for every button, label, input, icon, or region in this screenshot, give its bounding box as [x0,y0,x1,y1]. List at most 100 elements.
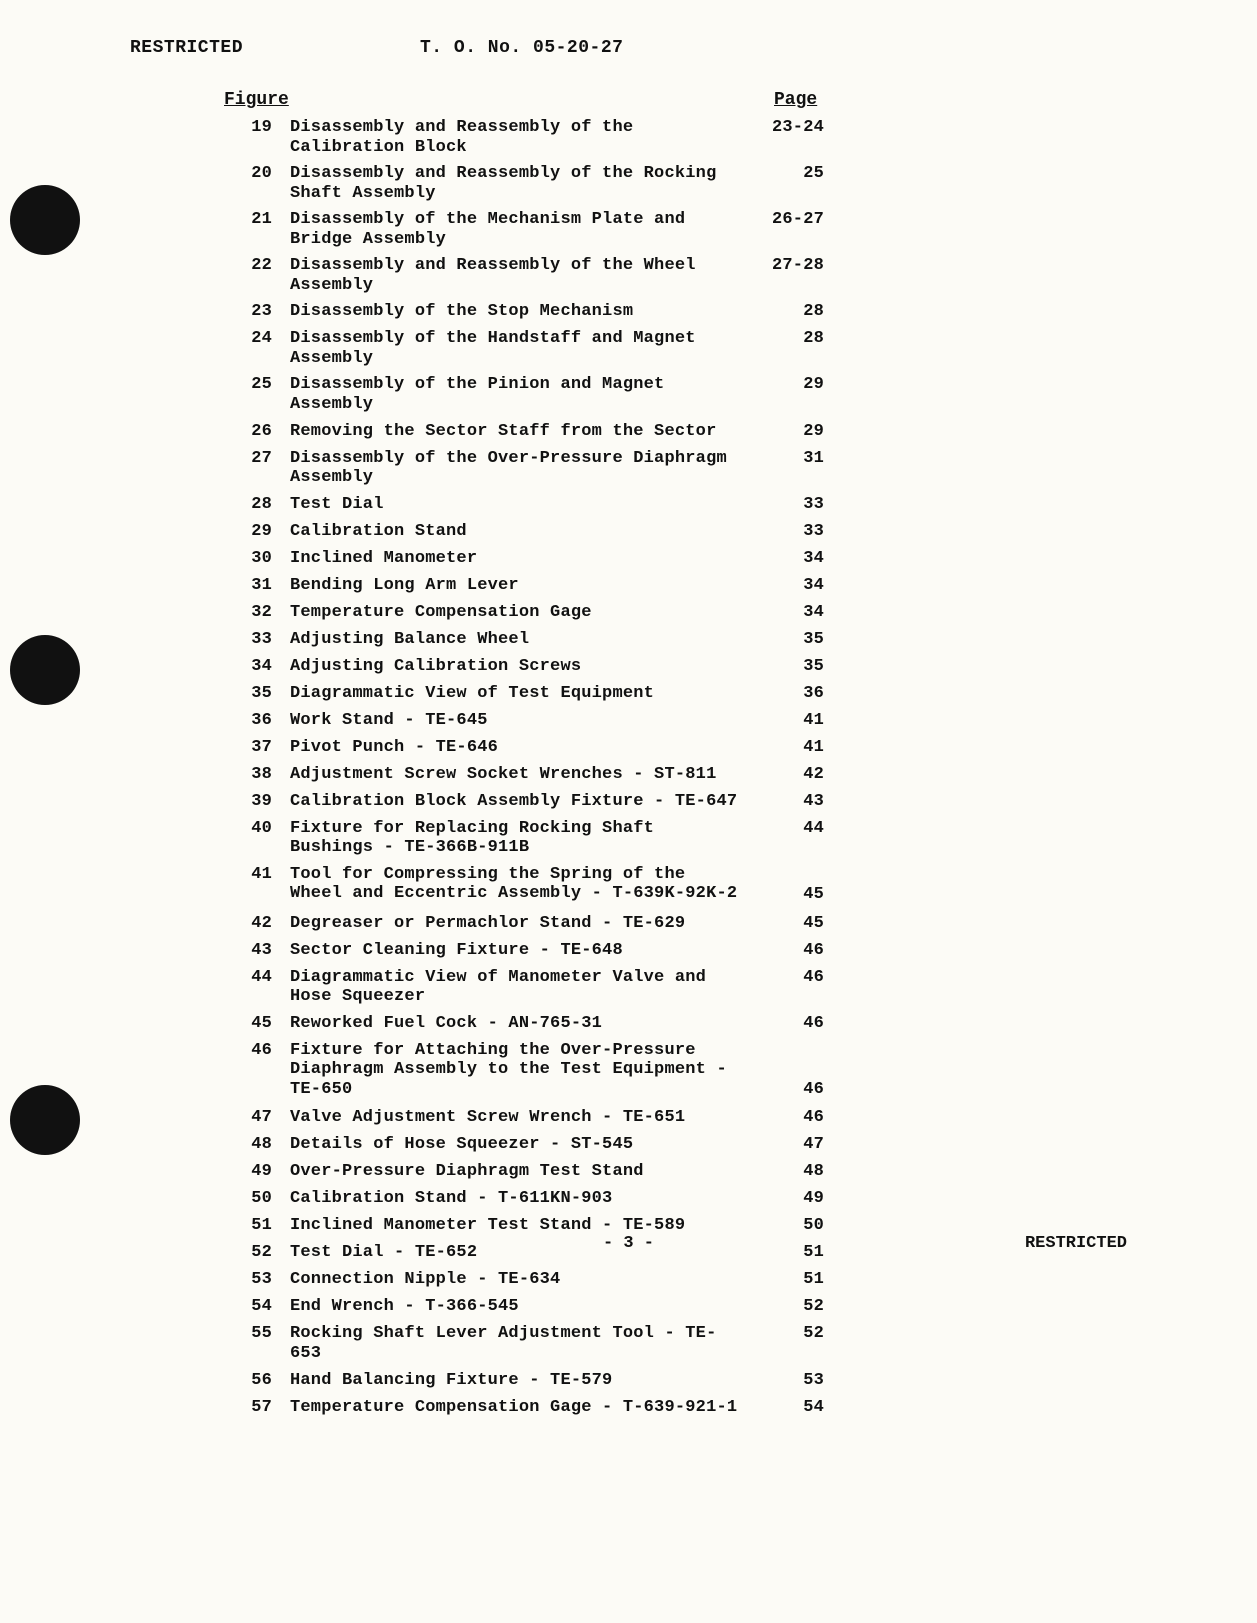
figure-number: 40 [224,819,272,839]
figure-number: 33 [224,630,272,650]
figure-page: 45 [754,885,824,905]
figure-title: Disassembly of the Pinion and Magnet Ass… [272,375,754,414]
figure-entry: 29Calibration Stand33 [224,522,824,542]
figure-page: 41 [754,711,824,731]
figure-entry: 46Fixture for Attaching the Over-Pressur… [224,1041,824,1100]
figure-number: 29 [224,522,272,542]
figure-number: 21 [224,210,272,230]
figure-number: 27 [224,449,272,469]
binder-hole [10,185,80,255]
figure-number: 50 [224,1189,272,1209]
figure-title: Inclined Manometer [272,549,754,569]
figure-entry: 56Hand Balancing Fixture - TE-57953 [224,1371,824,1391]
figure-page: 45 [754,914,824,934]
figure-title: Disassembly and Reassembly of the Calibr… [272,118,754,157]
figure-title: Disassembly of the Mechanism Plate and B… [272,210,754,249]
figure-title: Temperature Compensation Gage [272,603,754,623]
figure-number: 53 [224,1270,272,1290]
figure-page: 46 [754,941,824,961]
figure-page: 47 [754,1135,824,1155]
figure-title: Diagrammatic View of Test Equipment [272,684,754,704]
figure-entry: 47Valve Adjustment Screw Wrench - TE-651… [224,1108,824,1128]
figure-page: 49 [754,1189,824,1209]
figure-page: 29 [754,422,824,442]
figure-title: End Wrench - T-366-545 [272,1297,754,1317]
figure-title: Sector Cleaning Fixture - TE-648 [272,941,754,961]
figure-page: 25 [754,164,824,184]
figure-page: 46 [754,1108,824,1128]
figure-page: 36 [754,684,824,704]
figure-page: 34 [754,603,824,623]
figure-title: Diagrammatic View of Manometer Valve and… [272,968,754,1007]
figure-page: 43 [754,792,824,812]
figure-page: 44 [754,819,824,839]
figure-entry: 21Disassembly of the Mechanism Plate and… [224,210,824,249]
figure-number: 35 [224,684,272,704]
figure-number: 43 [224,941,272,961]
figure-entry: 31Bending Long Arm Lever34 [224,576,824,596]
figure-number: 23 [224,302,272,322]
figure-title: Temperature Compensation Gage - T-639-92… [272,1398,754,1418]
figure-number: 34 [224,657,272,677]
figure-page: 51 [754,1270,824,1290]
figure-page: 53 [754,1371,824,1391]
figure-entry: 32Temperature Compensation Gage34 [224,603,824,623]
figure-page: 46 [754,968,824,988]
figure-title: Hand Balancing Fixture - TE-579 [272,1371,754,1391]
figure-title: Calibration Stand [272,522,754,542]
figure-page: 34 [754,549,824,569]
figure-number: 19 [224,118,272,138]
figure-title: Over-Pressure Diaphragm Test Stand [272,1162,754,1182]
document-page: RESTRICTED T. O. No. 05-20-27 Figure Pag… [0,0,1257,1623]
figure-page: 28 [754,302,824,322]
figure-title: Pivot Punch - TE-646 [272,738,754,758]
figure-entry: 43Sector Cleaning Fixture - TE-64846 [224,941,824,961]
figure-number: 36 [224,711,272,731]
figure-number: 55 [224,1324,272,1344]
figure-title: Calibration Block Assembly Fixture - TE-… [272,792,754,812]
figure-page: 34 [754,576,824,596]
figure-page: 23-24 [754,118,824,138]
figure-number: 49 [224,1162,272,1182]
figure-page: 54 [754,1398,824,1418]
figure-title: Reworked Fuel Cock - AN-765-31 [272,1014,754,1034]
figure-title: Connection Nipple - TE-634 [272,1270,754,1290]
figure-title: Disassembly of the Handstaff and Magnet … [272,329,754,368]
figure-page: 48 [754,1162,824,1182]
figure-entry: 30Inclined Manometer34 [224,549,824,569]
figure-entry: 20Disassembly and Reassembly of the Rock… [224,164,824,203]
figure-number: 56 [224,1371,272,1391]
figure-page: 28 [754,329,824,349]
figure-number: 32 [224,603,272,623]
figure-number: 20 [224,164,272,184]
header-to-number: T. O. No. 05-20-27 [420,38,623,58]
figure-entry: 27Disassembly of the Over-Pressure Diaph… [224,449,824,488]
figure-number: 25 [224,375,272,395]
figure-number: 45 [224,1014,272,1034]
figure-title: Tool for Compressing the Spring of the W… [272,865,754,904]
figure-title: Fixture for Replacing Rocking Shaft Bush… [272,819,754,858]
figure-number: 57 [224,1398,272,1418]
figure-title: Bending Long Arm Lever [272,576,754,596]
figure-page: 31 [754,449,824,469]
figure-number: 26 [224,422,272,442]
figure-entry: 35Diagrammatic View of Test Equipment36 [224,684,824,704]
figure-title: Calibration Stand - T-611KN-903 [272,1189,754,1209]
figure-entry: 53Connection Nipple - TE-63451 [224,1270,824,1290]
figure-entry: 23Disassembly of the Stop Mechanism28 [224,302,824,322]
figure-page: 46 [754,1080,824,1100]
binder-hole [10,635,80,705]
footer-restricted: RESTRICTED [1025,1234,1127,1253]
column-header-page: Page [774,90,817,110]
figure-number: 24 [224,329,272,349]
figure-list: 19Disassembly and Reassembly of the Cali… [224,118,824,1425]
figure-page: 41 [754,738,824,758]
figure-title: Degreaser or Permachlor Stand - TE-629 [272,914,754,934]
figure-number: 22 [224,256,272,276]
figure-number: 48 [224,1135,272,1155]
figure-title: Disassembly of the Over-Pressure Diaphra… [272,449,754,488]
figure-page: 33 [754,495,824,515]
figure-number: 42 [224,914,272,934]
figure-title: Work Stand - TE-645 [272,711,754,731]
figure-entry: 48Details of Hose Squeezer - ST-54547 [224,1135,824,1155]
